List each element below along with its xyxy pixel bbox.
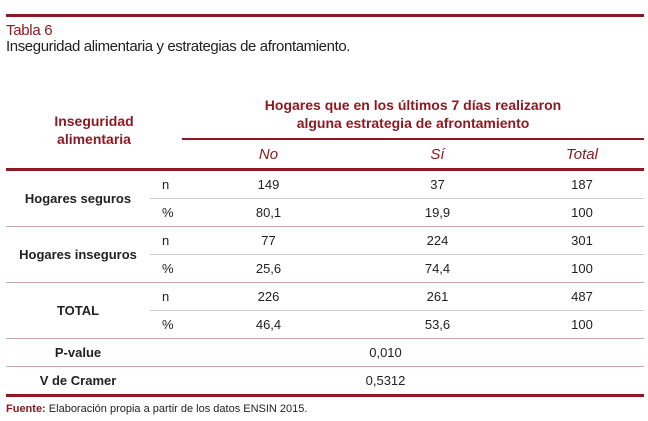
group-label: Hogares inseguros <box>6 226 150 283</box>
stat-label: V de Cramer <box>6 366 150 397</box>
group-header: Hogares que en los últimos 7 días realiz… <box>182 90 645 140</box>
column-header-si: Sí <box>355 139 520 171</box>
source-label: Fuente: <box>6 403 46 415</box>
cell: 46,4 <box>182 310 355 339</box>
stat-label: P-value <box>6 338 150 367</box>
group-label: TOTAL <box>6 282 150 339</box>
stat-row-p-value: P-value 0,010 <box>6 338 645 367</box>
unit: % <box>150 198 182 227</box>
table-row: Hogares seguros n 149 37 187 <box>6 169 645 227</box>
data-table: Inseguridad alimentaria Hogares que en l… <box>6 90 645 397</box>
cell: 100 <box>520 310 645 339</box>
unit: n <box>150 226 182 255</box>
table-row: % 46,4 53,6 100 <box>6 310 645 339</box>
unit: n <box>150 169 182 199</box>
cell: 53,6 <box>355 310 520 339</box>
table-title: Inseguridad alimentaria y estrategias de… <box>6 38 351 55</box>
unit: % <box>150 254 182 283</box>
column-header-total: Total <box>520 139 645 171</box>
stat-value: 0,010 <box>182 338 645 367</box>
stat-value: 0,5312 <box>182 366 645 397</box>
table-row: TOTAL n 226 261 487 <box>6 282 645 339</box>
table-row: Hogares inseguros n 77 224 301 <box>6 226 645 283</box>
cell: 25,6 <box>182 254 355 283</box>
cell: 487 <box>520 282 645 311</box>
cell: 74,4 <box>355 254 520 283</box>
cell: 224 <box>355 226 520 255</box>
row-header: Inseguridad alimentaria <box>6 90 182 171</box>
source-note: Fuente: Elaboración propia a partir de l… <box>6 403 307 415</box>
cell: 100 <box>520 198 645 227</box>
unit: n <box>150 282 182 311</box>
stat-row-cramer: V de Cramer 0,5312 <box>6 366 645 397</box>
table-row: % 80,1 19,9 100 <box>6 198 645 227</box>
cell: 261 <box>355 282 520 311</box>
cell: 226 <box>182 282 355 311</box>
cell: 149 <box>182 169 355 199</box>
table-number: Tabla 6 <box>6 22 53 39</box>
group-label: Hogares seguros <box>6 169 150 227</box>
cell: 19,9 <box>355 198 520 227</box>
cell: 100 <box>520 254 645 283</box>
cell: 187 <box>520 169 645 199</box>
cell: 301 <box>520 226 645 255</box>
source-text: Elaboración propia a partir de los datos… <box>48 403 308 415</box>
cell: 80,1 <box>182 198 355 227</box>
unit: % <box>150 310 182 339</box>
column-header-no: No <box>182 139 355 171</box>
cell: 37 <box>355 169 520 199</box>
table-row: % 25,6 74,4 100 <box>6 254 645 283</box>
cell: 77 <box>182 226 355 255</box>
top-rule <box>6 14 644 17</box>
